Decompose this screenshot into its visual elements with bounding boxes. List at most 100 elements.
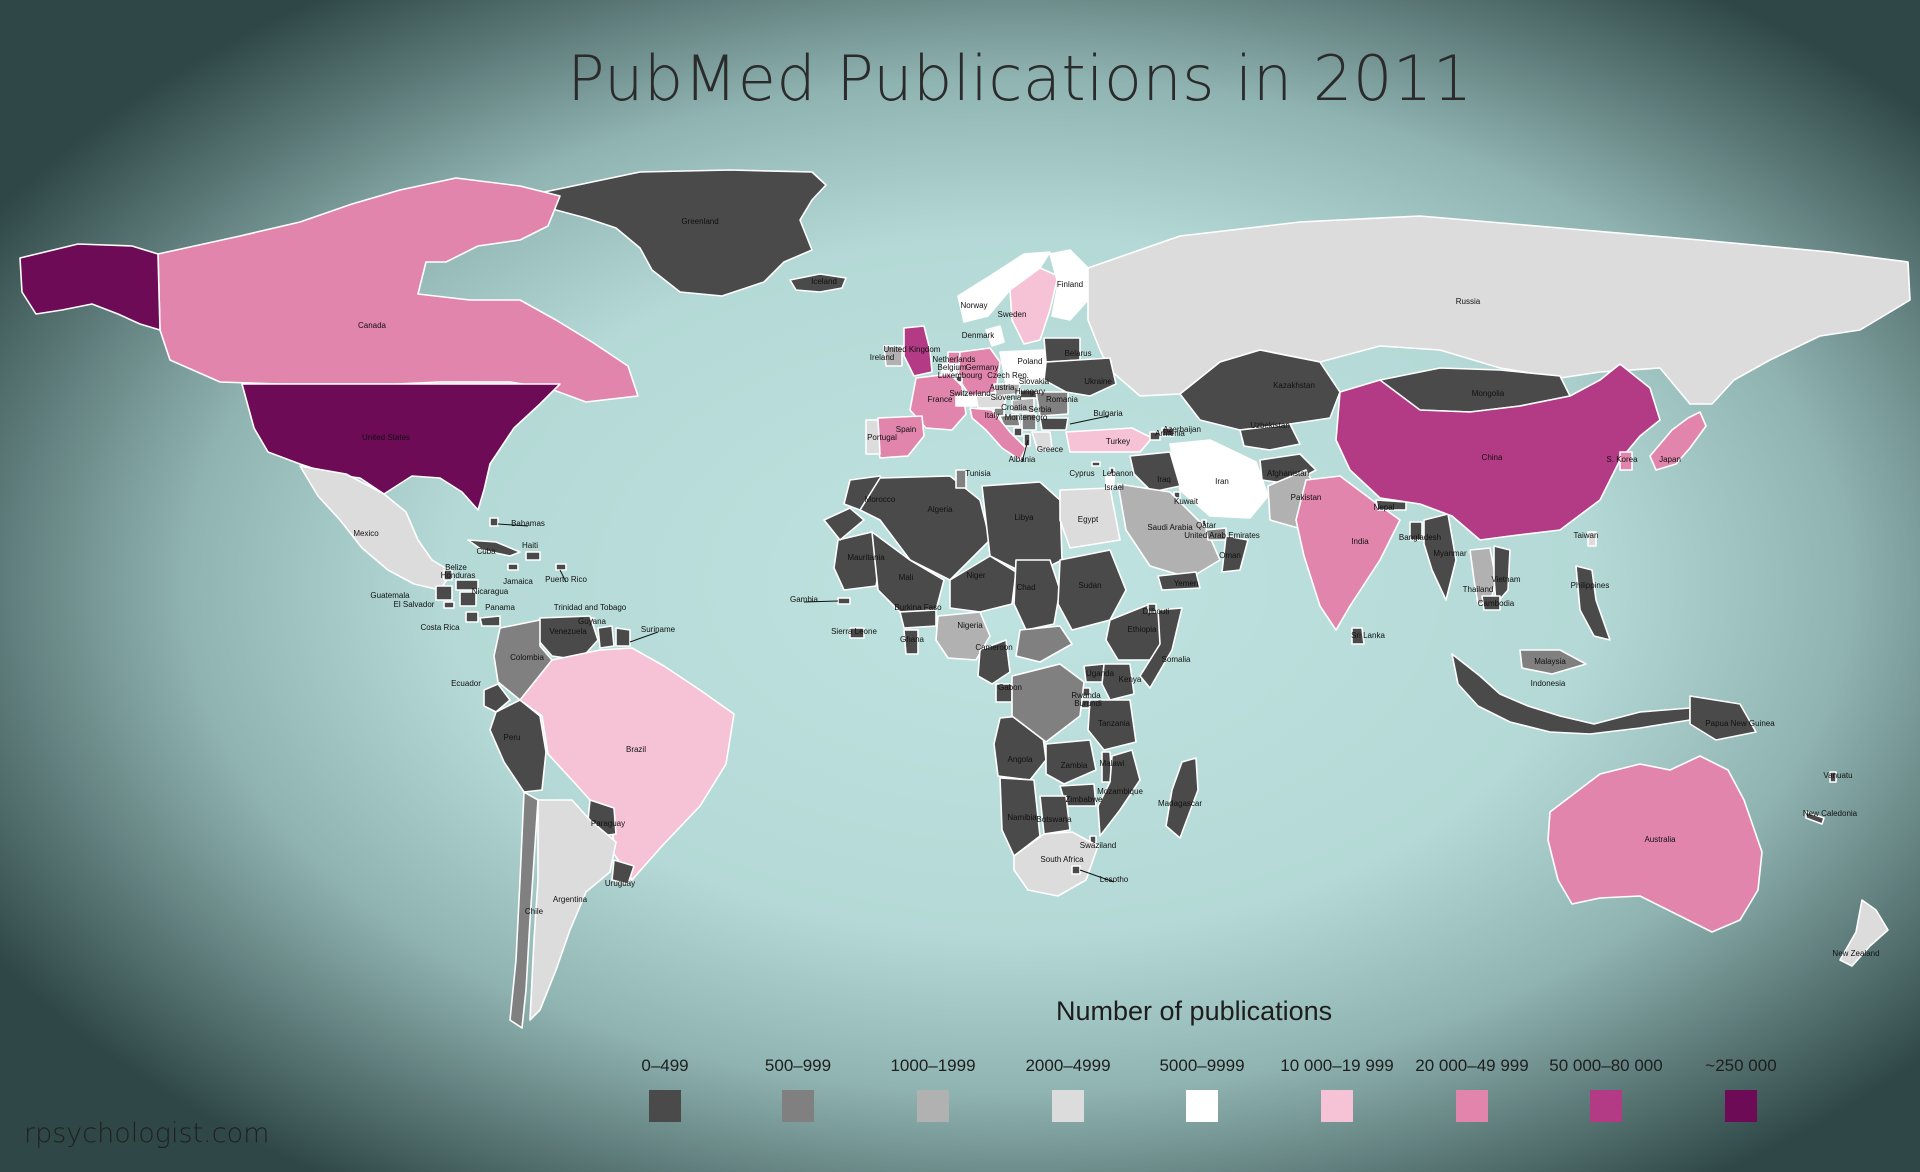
country-label-niger: Niger bbox=[966, 571, 985, 580]
country-label-sierra-leone: Sierra Leone bbox=[831, 627, 877, 636]
country-chile bbox=[509, 791, 539, 1029]
country-yemen bbox=[1157, 571, 1201, 591]
country-label-namibia: Namibia bbox=[1007, 813, 1037, 822]
country-label-gabon: Gabon bbox=[998, 683, 1022, 692]
country-brazil bbox=[519, 647, 735, 881]
country-label-ghana: Ghana bbox=[900, 635, 925, 644]
country-label-spain: Spain bbox=[896, 425, 916, 434]
country-mozambique bbox=[1097, 749, 1141, 837]
legend-title: Number of publications bbox=[1056, 996, 1333, 1026]
legend-item: 2000–4999 bbox=[1003, 1056, 1133, 1122]
country-romania bbox=[1035, 391, 1069, 417]
country-iran bbox=[1169, 439, 1269, 519]
country-label-myanmar: Myanmar bbox=[1433, 549, 1467, 558]
country-portugal bbox=[865, 419, 881, 455]
country-label-nepal: Nepal bbox=[1374, 503, 1395, 512]
country-label-iraq: Iraq bbox=[1157, 475, 1171, 484]
country-label-gambia: Gambia bbox=[790, 595, 819, 604]
country-south-africa bbox=[1013, 831, 1099, 897]
country-kenya bbox=[1101, 663, 1135, 701]
country-label-tanzania: Tanzania bbox=[1098, 719, 1131, 728]
country-label-swaziland: Swaziland bbox=[1080, 841, 1116, 850]
country-label-uzbekistan: Uzbekistan bbox=[1250, 421, 1290, 430]
country-label-bangladesh: Bangladesh bbox=[1399, 533, 1441, 542]
country-serbia bbox=[1021, 413, 1037, 431]
country-label-israel: Israel bbox=[1104, 483, 1124, 492]
country-label-italy: Italy bbox=[985, 411, 1000, 420]
country-label-haiti: Haiti bbox=[522, 541, 538, 550]
country-saudi-arabia bbox=[1117, 483, 1221, 579]
country-botswana bbox=[1039, 795, 1071, 835]
country-montenegro bbox=[1013, 427, 1023, 437]
country-denmark bbox=[985, 325, 1005, 347]
country-label-malawi: Malawi bbox=[1100, 759, 1125, 768]
country-label-armenia: Armenia bbox=[1155, 429, 1185, 438]
country-alaska bbox=[19, 243, 161, 331]
country-ecuador bbox=[483, 683, 511, 713]
leader-line-suriname bbox=[629, 631, 659, 643]
country-france bbox=[909, 373, 967, 431]
country-israel bbox=[1105, 475, 1115, 489]
country-label-kenya: Kenya bbox=[1119, 675, 1142, 684]
country-cuba bbox=[467, 539, 521, 557]
country-label-somalia: Somalia bbox=[1162, 655, 1191, 664]
country-philippines bbox=[1575, 565, 1611, 641]
country-label-slovakia: Slovakia bbox=[1019, 377, 1050, 386]
country-label-nicaragua: Nicaragua bbox=[472, 587, 509, 596]
country-nicaragua bbox=[459, 591, 477, 607]
country-label-taiwan: Taiwan bbox=[1574, 531, 1599, 540]
country-cyprus bbox=[1091, 461, 1101, 467]
country-argentina bbox=[529, 799, 617, 1021]
country-label-romania: Romania bbox=[1046, 395, 1079, 404]
country-djibouti bbox=[1147, 603, 1157, 613]
country-label-nigeria: Nigeria bbox=[957, 621, 983, 630]
legend-label: ~250 000 bbox=[1705, 1056, 1777, 1075]
country-label-sri-lanka: Sri Lanka bbox=[1351, 631, 1385, 640]
country-label-paraguay: Paraguay bbox=[591, 819, 625, 828]
country-papua-new-guinea bbox=[1689, 695, 1757, 741]
country-puerto-rico bbox=[555, 563, 567, 571]
leader-line-lesotho bbox=[1079, 869, 1115, 883]
country-suriname bbox=[615, 627, 631, 647]
country-label-finland: Finland bbox=[1057, 280, 1083, 289]
legend-swatch bbox=[1590, 1090, 1622, 1122]
legend-label: 2000–4999 bbox=[1025, 1056, 1111, 1075]
country-label-el-salvador: El Salvador bbox=[394, 600, 435, 609]
country-label-mauritania: Mauritania bbox=[847, 553, 885, 562]
country-sri-lanka bbox=[1351, 627, 1365, 645]
country-label-egypt: Egypt bbox=[1078, 515, 1099, 524]
country-label-austria: Austria bbox=[990, 383, 1015, 392]
legend-item: 50 000–80 000 bbox=[1541, 1056, 1671, 1122]
country-label-kazakhstan: Kazakhstan bbox=[1273, 381, 1315, 390]
country-label-burkina-faso: Burkina Faso bbox=[894, 603, 942, 612]
country-label-panama: Panama bbox=[485, 603, 515, 612]
country-label-peru: Peru bbox=[504, 733, 521, 742]
legend-label: 10 000–19 999 bbox=[1280, 1056, 1394, 1075]
country-somalia bbox=[1139, 607, 1183, 689]
country-turkey bbox=[1065, 427, 1153, 453]
country-niger bbox=[949, 555, 1017, 613]
country-label-saudi-arabia: Saudi Arabia bbox=[1147, 523, 1193, 532]
legend-item: ~250 000 bbox=[1676, 1056, 1806, 1122]
country-label-mozambique: Mozambique bbox=[1097, 787, 1143, 796]
legend-swatch bbox=[1725, 1090, 1757, 1122]
country-hungary bbox=[1011, 397, 1035, 413]
country-label-iran: Iran bbox=[1215, 477, 1229, 486]
legend-swatch bbox=[649, 1090, 681, 1122]
country-czech-rep bbox=[993, 383, 1021, 397]
country-greenland bbox=[529, 169, 827, 297]
country-label-chad: Chad bbox=[1016, 583, 1035, 592]
legend-item: 5000–9999 bbox=[1137, 1056, 1267, 1122]
country-label-czech-rep: Czech Rep. bbox=[987, 371, 1029, 380]
country-zambia bbox=[1045, 739, 1097, 785]
legend-label: 1000–1999 bbox=[890, 1056, 976, 1075]
legend-swatch bbox=[1321, 1090, 1353, 1122]
country-oman bbox=[1221, 535, 1249, 573]
legend-label: 20 000–49 999 bbox=[1415, 1056, 1529, 1075]
country-mexico bbox=[299, 465, 453, 591]
country-label-mali: Mali bbox=[899, 573, 914, 582]
country-label-cameroon: Cameroon bbox=[975, 643, 1012, 652]
country-india bbox=[1295, 475, 1401, 631]
country-label-burundi: Burundi bbox=[1074, 699, 1102, 708]
legend-swatch bbox=[782, 1090, 814, 1122]
